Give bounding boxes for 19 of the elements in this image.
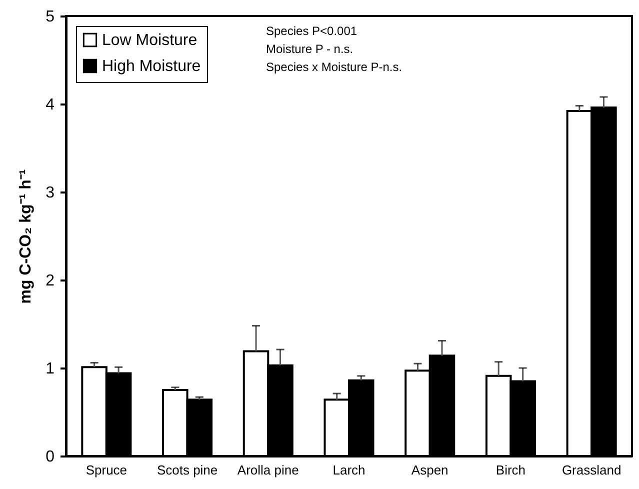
annotation: Species x Moisture P-n.s. [266, 60, 402, 74]
y-tick-label: 3 [46, 184, 55, 202]
x-tick-label: Spruce [86, 462, 128, 478]
y-tick-label: 4 [46, 96, 55, 114]
y-tick-label: 5 [46, 8, 55, 26]
y-tick-label: 2 [46, 272, 55, 290]
y-tick-label: 1 [46, 360, 55, 378]
x-tick-label: Aspen [411, 462, 448, 478]
x-tick-label: Scots pine [156, 462, 218, 478]
legend-label: Low Moisture [102, 32, 198, 49]
x-tick-label: Birch [496, 462, 526, 478]
y-axis-title: mg C-CO₂ kg⁻¹ h⁻¹ [18, 169, 35, 304]
annotation: Species P<0.001 [266, 24, 358, 38]
x-tick-label: Larch [332, 462, 366, 478]
y-tick-label: 0 [46, 448, 55, 466]
legend-label: High Moisture [102, 58, 201, 75]
x-tick-label: Grassland [562, 462, 622, 478]
annotation: Moisture P - n.s. [266, 42, 354, 56]
x-tick-label: Arolla pine [237, 462, 299, 478]
